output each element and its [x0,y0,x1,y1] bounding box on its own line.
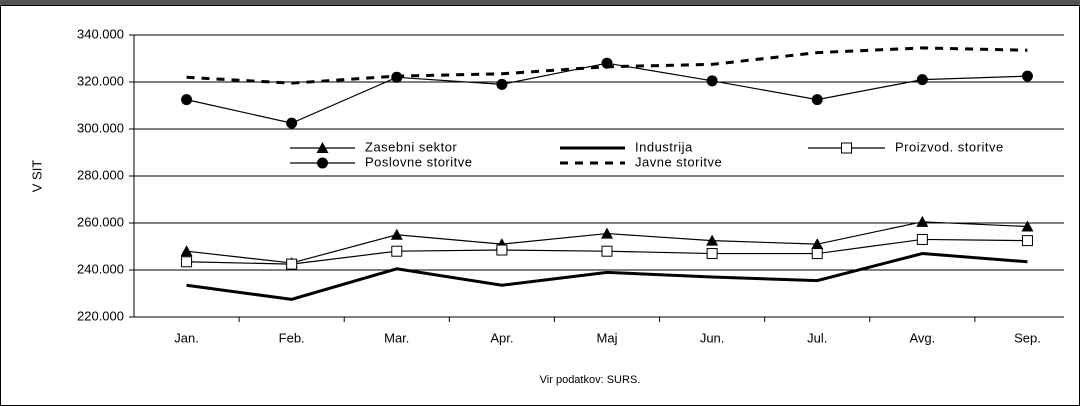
marker [811,94,823,106]
y-tick-label: 260.000 [77,214,124,229]
x-tick-label: Mar. [384,330,409,345]
x-tick-label: Jul. [807,330,827,345]
x-tick-label: Sep. [1014,330,1041,345]
marker [496,244,508,256]
x-tick-label: Jun. [700,330,725,345]
marker [286,117,298,129]
marker [601,227,613,239]
legend-label: Poslovne storitve [365,154,473,169]
marker [916,215,929,227]
y-tick-label: 320.000 [77,73,124,88]
marker [601,245,613,257]
y-tick-label: 280.000 [77,167,124,182]
y-axis-label: V SIT [29,160,44,193]
series-line [186,252,1028,301]
marker [916,233,928,245]
legend-label: Javne storitve [635,154,722,169]
title-strip [0,0,1080,5]
legend-label: Zasebni sektor [365,139,457,154]
x-tick-label: Avg. [909,330,935,345]
legend-label: Industrija [635,139,693,154]
x-tick-label: Apr. [490,330,513,345]
marker [706,234,719,246]
series-line [186,46,1028,85]
y-tick-label: 340.000 [77,26,124,41]
x-tick-label: Jan. [174,330,199,345]
marker [1021,70,1033,82]
marker [811,238,824,250]
marker [706,248,718,260]
marker [316,142,329,153]
marker [841,142,852,154]
marker [706,75,718,87]
marker [1021,220,1034,232]
x-tick-label: Feb. [279,330,305,345]
marker [181,94,193,106]
marker [1021,235,1033,247]
marker [180,245,193,257]
marker [811,248,823,260]
marker [390,228,403,240]
source-note: Vir podatkov: SURS. [540,374,641,386]
y-tick-label: 240.000 [77,261,124,276]
marker [391,245,403,257]
y-tick-label: 300.000 [77,120,124,135]
marker [181,256,193,268]
marker [286,258,298,270]
marker [496,78,508,90]
marker [317,157,328,169]
x-tick-label: Maj [597,330,618,345]
marker [916,74,928,86]
legend-label: Proizvod. storitve [895,139,1004,154]
y-tick-label: 220.000 [77,308,124,323]
